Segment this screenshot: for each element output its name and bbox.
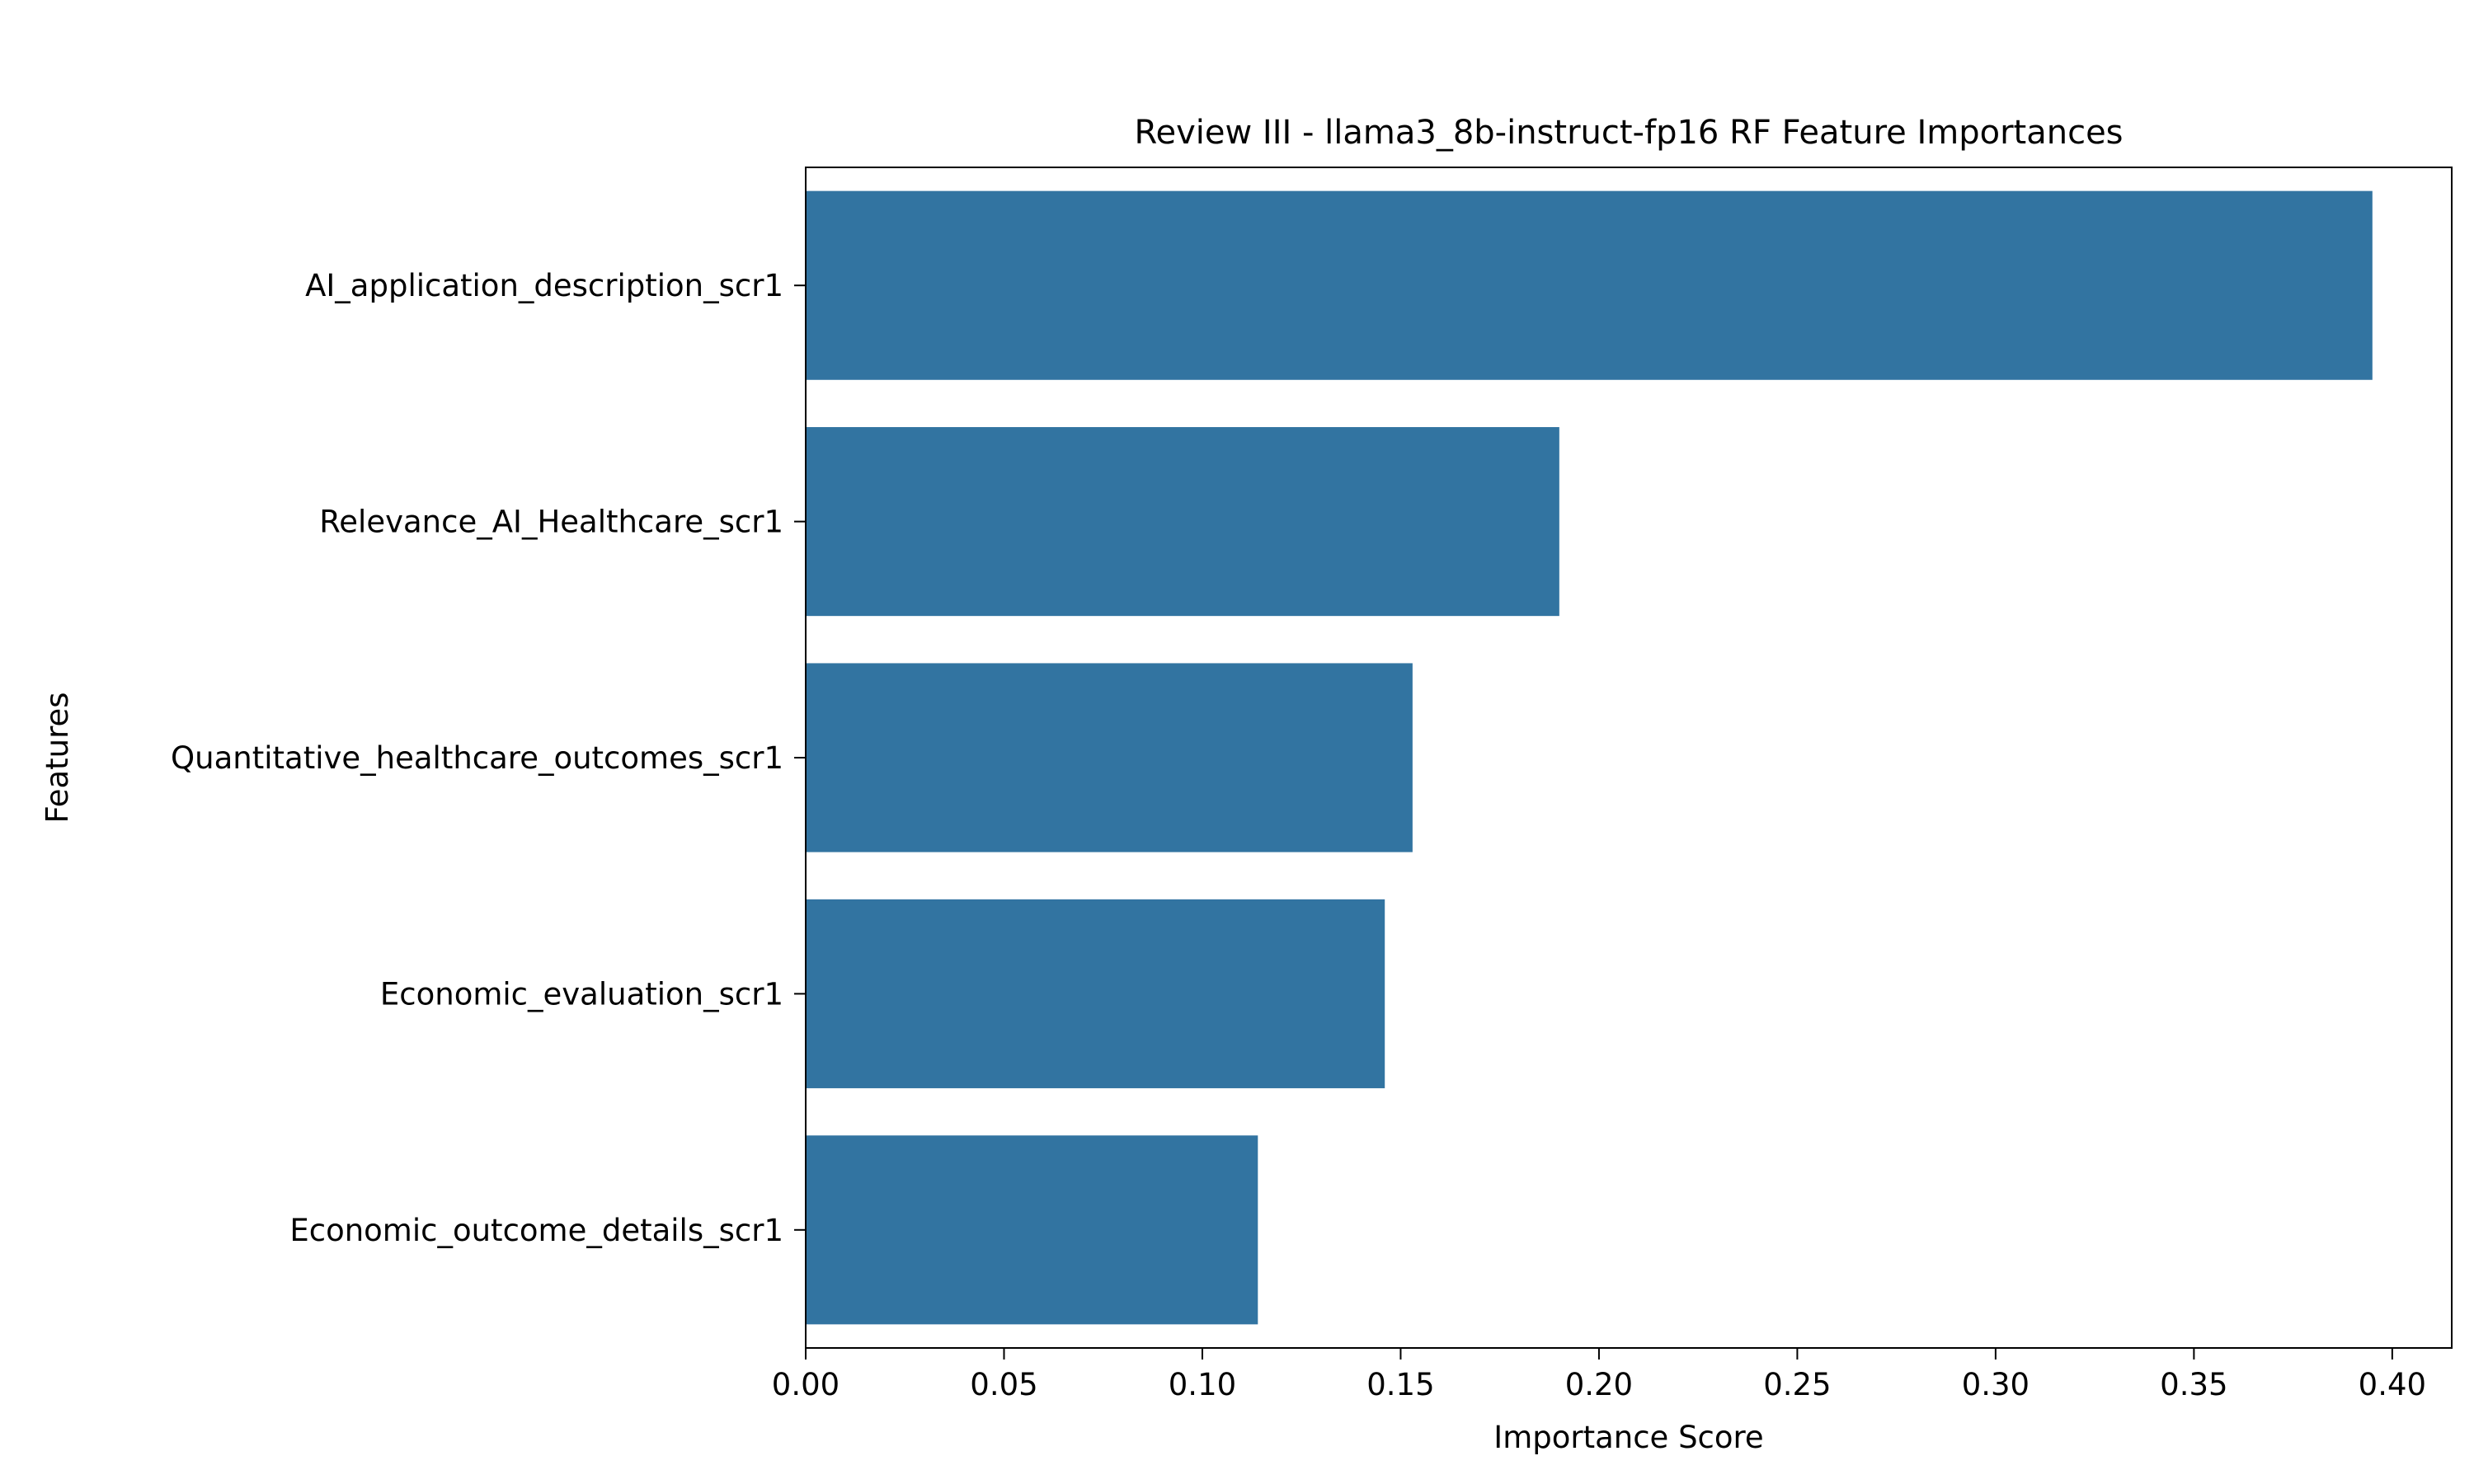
x-tick-label: 0.25 (1763, 1367, 1831, 1402)
chart-title: Review III - llama3_8b-instruct-fp16 RF … (1134, 114, 2123, 152)
y-axis-ticks: AI_application_description_scr1 Relevance… (171, 268, 806, 1248)
x-tick-label: 0.40 (2359, 1367, 2426, 1402)
y-tick-label: Economic_evaluation_scr1 (380, 976, 783, 1012)
bar (806, 1135, 1258, 1325)
x-tick-label: 0.10 (1169, 1367, 1236, 1402)
x-tick-label: 0.15 (1366, 1367, 1434, 1402)
x-tick-label: 0.20 (1565, 1367, 1633, 1402)
y-tick-label: Quantitative_healthcare_outcomes_scr1 (171, 740, 783, 776)
y-tick-label: Relevance_AI_Healthcare_scr1 (319, 505, 783, 540)
bar (806, 899, 1385, 1088)
bar (806, 663, 1413, 852)
x-tick-label: 0.05 (970, 1367, 1037, 1402)
bar (806, 190, 2373, 380)
x-tick-label: 0.30 (1962, 1367, 2030, 1402)
y-axis-label: Features (40, 692, 75, 823)
x-tick-label: 0.35 (2160, 1367, 2227, 1402)
x-axis-ticks: 0.00 0.05 0.10 0.15 0.20 0.25 0.30 0.35 0.40 (772, 1348, 2426, 1402)
x-tick-label: 0.00 (772, 1367, 840, 1402)
bar (806, 427, 1559, 617)
bars-layer (806, 190, 2373, 1325)
x-axis-label: Importance Score (1493, 1420, 1763, 1455)
y-tick-label: Economic_outcome_details_scr1 (289, 1213, 783, 1248)
y-tick-label: AI_application_description_scr1 (305, 268, 783, 303)
